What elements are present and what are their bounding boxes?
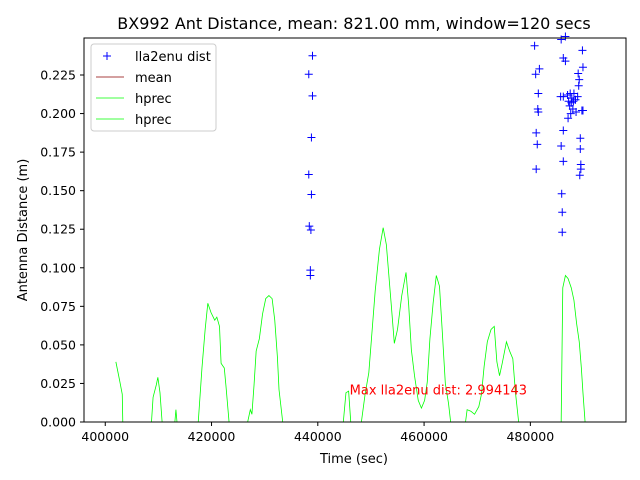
lla2enu-dist-marker <box>532 165 541 174</box>
hprec-line-segment <box>151 377 163 422</box>
lla2enu-dist-marker <box>576 145 585 154</box>
lla2enu-dist-marker <box>561 32 570 41</box>
y-tick-label: 0.125 <box>40 222 76 237</box>
x-tick-label: 460000 <box>400 429 448 444</box>
y-tick-label: 0.150 <box>40 183 76 198</box>
hprec-line-segment <box>360 227 452 422</box>
lla2enu-dist-marker <box>576 134 585 143</box>
lla2enu-dist-marker <box>308 51 317 60</box>
lla2enu-dist-marker <box>575 75 584 84</box>
y-tick-label: 0.175 <box>40 145 76 160</box>
lla2enu-dist-marker <box>574 69 583 78</box>
lla2enu-dist-marker <box>557 189 566 198</box>
lla2enu-dist-marker <box>557 141 566 150</box>
lla2enu-dist-marker <box>307 190 316 199</box>
lla2enu-dist-marker <box>569 97 578 106</box>
lla2enu-dist-marker <box>306 226 315 234</box>
lla2enu-dist-marker <box>531 70 540 79</box>
lla2enu-dist-marker <box>308 91 317 100</box>
lla2enu-dist-marker <box>534 89 543 98</box>
legend-marker-handle <box>103 52 111 60</box>
lla2enu-dist-marker <box>535 64 544 73</box>
lla2enu-dist-marker <box>530 41 539 50</box>
legend-label: hprec <box>135 92 172 107</box>
lla2enu-dist-marker <box>576 165 585 174</box>
hprec-line-segment <box>197 303 230 422</box>
hprec-line-segment <box>342 390 352 422</box>
legend: lla2enu dist mean hprec hprec <box>90 43 217 132</box>
lla2enu-dist-marker <box>557 35 566 44</box>
x-tick-label: 440000 <box>294 429 342 444</box>
y-tick-label: 0.050 <box>40 337 76 352</box>
x-tick-label: 400000 <box>81 429 129 444</box>
lla2enu-dist-marker <box>305 222 314 231</box>
y-axis-label: Antenna Distance (m) <box>16 159 31 302</box>
legend-label: mean <box>135 71 172 86</box>
lla2enu-dist-marker <box>559 157 568 166</box>
x-tick-label: 420000 <box>188 429 236 444</box>
y-tick-label: 0.200 <box>40 106 76 121</box>
legend-label: lla2enu dist <box>135 50 211 65</box>
lla2enu-dist-marker <box>574 81 583 90</box>
lla2enu-dist-marker <box>564 114 573 123</box>
lla2enu-dist-marker <box>306 271 315 280</box>
lla2enu-dist-marker <box>556 92 565 101</box>
chart-title: BX992 Ant Distance, mean: 821.00 mm, win… <box>117 14 590 33</box>
hprec-line-segment <box>115 361 124 422</box>
lla2enu-dist-marker <box>566 109 575 118</box>
lla2enu-dist-marker <box>578 63 587 72</box>
x-axis-label: Time (sec) <box>319 452 388 467</box>
y-tick-label: 0.225 <box>40 68 76 83</box>
lla2enu-dist-marker <box>571 95 580 104</box>
lla2enu-dist-marker <box>575 171 584 180</box>
hprec-line-segment <box>174 409 178 422</box>
lla2enu-dist-marker <box>304 70 313 79</box>
lla2enu-dist-marker <box>578 106 587 115</box>
lla2enu-dist-marker <box>532 128 541 137</box>
y-tick-label: 0.025 <box>40 376 76 391</box>
legend-box <box>90 43 217 132</box>
y-tick-label: 0.100 <box>40 260 76 275</box>
hprec-line-segment <box>560 274 586 422</box>
lla2enu-dist-marker <box>304 170 313 179</box>
lla2enu-dist-marker <box>559 126 568 135</box>
lla2enu-dist-marker <box>307 133 316 142</box>
lla2enu-dist-marker <box>561 57 570 66</box>
lla2enu-dist-marker <box>572 108 581 117</box>
x-tick-label: 480000 <box>506 429 554 444</box>
lla2enu-dist-marker <box>534 108 543 117</box>
hprec-line-segment <box>247 294 284 422</box>
lla2enu-dist-marker <box>533 140 542 149</box>
max-distance-annotation: Max lla2enu dist: 2.994143 <box>350 384 527 399</box>
plot-frame <box>83 37 627 423</box>
y-tick-label: 0.075 <box>40 299 76 314</box>
lla2enu-dist-marker <box>558 228 567 237</box>
legend-label: hprec <box>135 113 172 128</box>
y-tick-label: 0.000 <box>40 415 76 430</box>
hprec-line-segment <box>465 325 520 422</box>
lla2enu-dist-marker <box>558 208 567 217</box>
lla2enu-dist-marker <box>578 46 587 55</box>
